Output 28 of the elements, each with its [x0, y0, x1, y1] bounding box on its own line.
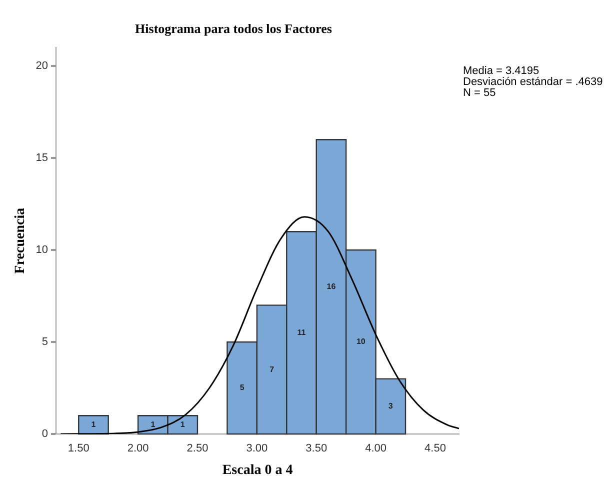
x-tick-label: 3.50: [306, 442, 328, 455]
y-tick-label: 20: [36, 60, 48, 72]
x-axis-title: Escala 0 a 4: [222, 463, 293, 478]
chart-title: Histograma para todos los Factores: [135, 21, 332, 36]
data-label: 1: [91, 420, 96, 430]
x-tick-label: 4.00: [365, 442, 387, 455]
line-series: [60, 216, 459, 434]
data-label: 7: [270, 364, 275, 374]
data-label: 11: [297, 328, 306, 338]
x-tick-label: 4.50: [424, 442, 446, 455]
data-label: 1: [150, 420, 156, 430]
y-tick-label: 15: [36, 152, 48, 164]
x-tick-label: 3.00: [246, 442, 268, 455]
data-label: 3: [388, 402, 394, 411]
text: N = 55: [463, 87, 496, 100]
y-tick-label: 5: [42, 336, 48, 348]
y-axis-title: Frecuencia: [13, 208, 28, 274]
x-tick-label: 1.50: [68, 442, 90, 455]
text: Desviación estándar = .4639: [463, 76, 603, 88]
text: Media = 3.4195: [463, 65, 540, 78]
data-label: 1: [180, 420, 186, 430]
x-tick-label: 2.00: [127, 442, 149, 455]
data-label: 16: [326, 282, 336, 292]
y-tick-label: 10: [36, 244, 48, 256]
x-tick-label: 2.50: [186, 442, 208, 455]
y-tick-label: 0: [42, 428, 48, 440]
data-label: 10: [356, 337, 366, 346]
data-label: 5: [240, 383, 245, 392]
